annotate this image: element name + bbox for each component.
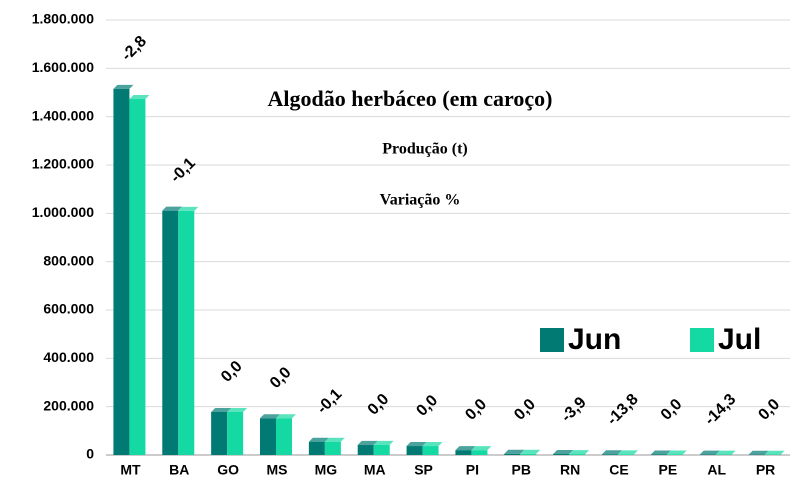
- x-tick-label: RN: [560, 462, 580, 478]
- bar: [423, 446, 439, 455]
- variation-value: -13,8: [604, 391, 642, 429]
- x-tick-label: PB: [512, 462, 531, 478]
- bar: [162, 211, 178, 455]
- bar: [309, 442, 325, 455]
- chart-title: Algodão herbáceo (em caroço): [268, 86, 553, 111]
- x-tick-label: SP: [414, 462, 433, 478]
- variation-value: -2,8: [118, 33, 150, 65]
- x-tick-label: AL: [707, 462, 726, 478]
- bar-top: [129, 95, 149, 99]
- bar: [178, 211, 194, 455]
- variation-value: 0,0: [462, 396, 490, 424]
- bar: [504, 454, 520, 455]
- y-tick-label: 1.600.000: [32, 59, 94, 75]
- bar: [374, 445, 390, 455]
- bar-top: [113, 85, 133, 89]
- variation-value: -3,9: [558, 394, 590, 426]
- bar: [129, 99, 145, 455]
- bar: [113, 89, 129, 455]
- y-tick-label: 800.000: [43, 252, 94, 268]
- bar: [455, 450, 471, 455]
- variation-value: 0,0: [755, 396, 783, 424]
- x-tick-label: MG: [315, 462, 338, 478]
- x-tick-label: MS: [267, 462, 288, 478]
- x-tick-label: MT: [120, 462, 141, 478]
- legend-label: Jul: [718, 323, 761, 356]
- bar: [407, 446, 423, 455]
- variation-label: Variação %: [380, 192, 461, 209]
- bar: [325, 442, 341, 455]
- y-tick-label: 1.800.000: [32, 11, 94, 27]
- x-tick-label: PE: [659, 462, 678, 478]
- y-tick-label: 1.000.000: [32, 204, 94, 220]
- bar: [260, 418, 276, 455]
- variation-value: -0,1: [167, 155, 199, 187]
- x-tick-label: CE: [609, 462, 628, 478]
- variation-value: 0,0: [218, 358, 246, 386]
- x-tick-label: MA: [364, 462, 386, 478]
- bar: [553, 454, 569, 455]
- bar: [569, 454, 585, 455]
- legend-swatch: [690, 328, 714, 352]
- x-tick-label: BA: [169, 462, 189, 478]
- y-tick-label: 1.200.000: [32, 156, 94, 172]
- bar: [276, 418, 292, 455]
- bar: [602, 454, 618, 455]
- variation-value: 0,0: [511, 396, 539, 424]
- variation-value: -0,1: [314, 386, 346, 418]
- bar: [211, 412, 227, 455]
- y-tick-label: 400.000: [43, 349, 94, 365]
- bar: [227, 412, 243, 455]
- x-tick-label: GO: [217, 462, 239, 478]
- y-tick-label: 600.000: [43, 301, 94, 317]
- legend-label: Jun: [568, 323, 621, 356]
- bar: [358, 445, 374, 455]
- y-tick-label: 0: [86, 446, 94, 462]
- variation-value: 0,0: [658, 396, 686, 424]
- y-tick-label: 200.000: [43, 397, 94, 413]
- variation-value: 0,0: [365, 391, 393, 419]
- x-tick-label: PR: [756, 462, 775, 478]
- variation-value: 0,0: [413, 392, 441, 420]
- variation-value: 0,0: [267, 364, 295, 392]
- x-tick-label: PI: [466, 462, 479, 478]
- bar: [520, 454, 536, 455]
- legend-swatch: [540, 328, 564, 352]
- bar: [618, 454, 634, 455]
- y-tick-label: 1.400.000: [32, 107, 94, 123]
- variation-value: -14,3: [702, 391, 740, 429]
- chart-subtitle: Produção (t): [382, 141, 467, 158]
- bar: [471, 450, 487, 455]
